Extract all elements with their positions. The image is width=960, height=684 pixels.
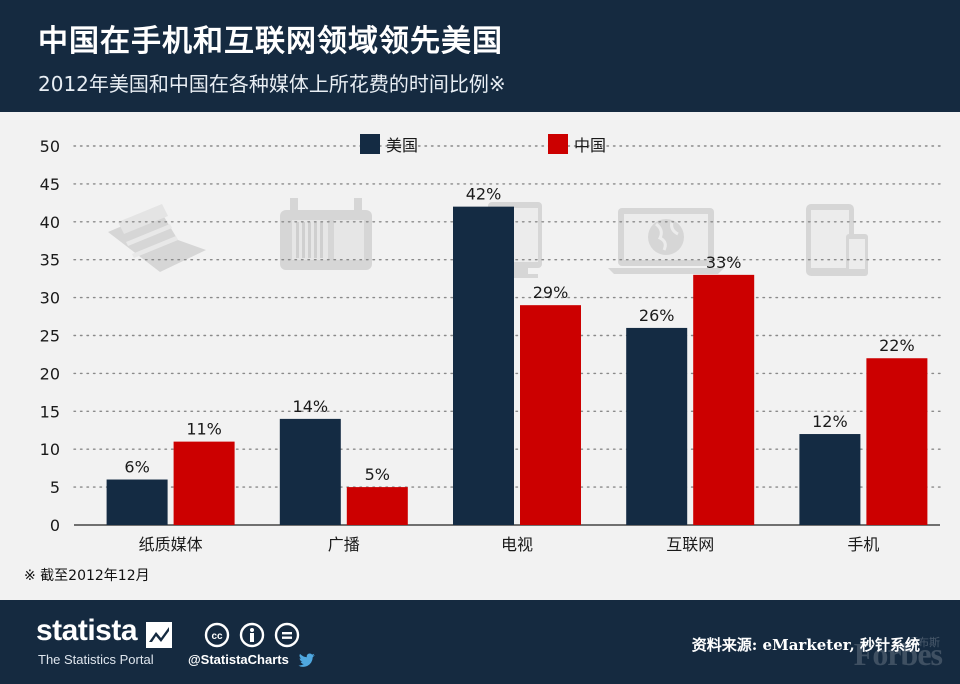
attribution-icon[interactable] [239,622,265,648]
data-label: 6% [124,458,149,477]
legend-label: 美国 [386,136,418,155]
forbes-watermark-cn: 福布斯 [907,636,940,649]
bar-china [173,441,235,525]
legend-swatch [360,134,380,154]
y-tick-label: 10 [40,440,60,459]
bar-china [346,487,408,525]
twitter-handle[interactable]: @StatistaCharts [188,652,289,667]
bar-usa [453,206,514,525]
cc-icon[interactable]: cc [204,622,230,648]
data-label: 42% [466,185,502,204]
y-tick-label: 25 [40,327,60,346]
svg-text:cc: cc [211,631,223,642]
data-label: 26% [639,306,675,325]
statista-tagline: The Statistics Portal [38,652,154,667]
y-tick-label: 0 [50,516,60,535]
y-tick-label: 5 [50,478,60,497]
license-icons: cc [204,622,304,648]
y-tick-label: 35 [40,251,60,270]
x-tick-label: 广播 [328,535,360,554]
data-label: 12% [812,412,848,431]
data-label: 14% [293,397,329,416]
twitter-icon[interactable] [298,653,316,667]
x-tick-label: 互联网 [666,535,714,554]
data-label: 5% [365,465,390,484]
newspaper-icon [108,204,206,272]
bar-usa [799,434,861,525]
y-tick-label: 50 [40,137,60,156]
chart-subtitle: 2012年美国和中国在各种媒体上所花费的时间比例※ [38,72,506,96]
data-label: 33% [706,253,742,272]
x-tick-label: 纸质媒体 [139,535,203,554]
data-label: 29% [533,283,569,302]
data-label: 11% [186,420,222,439]
legend-swatch [548,134,568,154]
x-axis: 纸质媒体 广播 电视 互联网 手机 [139,535,880,554]
y-tick-label: 40 [40,213,60,232]
x-tick-label: 电视 [501,535,533,554]
bars: 6% 11% 14% 5% 42% 29% 26% 33% 12% 22% [106,185,928,525]
header: 中国在手机和互联网领域领先美国 2012年美国和中国在各种媒体上所花费的时间比例… [0,0,960,112]
no-derivatives-icon[interactable] [274,622,300,648]
data-label: 22% [879,336,915,355]
footnote: ※ 截至2012年12月 [24,568,150,584]
bar-usa [626,327,688,525]
bar-china [693,274,755,525]
legend-label: 中国 [574,136,606,155]
tablet-phone-icon [806,204,868,276]
statista-mark-icon [146,622,172,648]
footer: statista The Statistics Portal cc @Stati… [0,600,960,684]
y-tick-label: 15 [40,402,60,421]
bar-usa [279,418,341,525]
bar-usa [106,479,168,525]
radio-icon [280,198,372,270]
y-tick-label: 20 [40,364,60,383]
source-note: 资料来源: eMarketer, 秒针系统 [691,636,920,654]
x-tick-label: 手机 [847,535,879,554]
laptop-globe-icon [608,208,724,274]
y-tick-label: 30 [40,289,60,308]
statista-logo[interactable]: statista [36,614,138,647]
bar-china [866,358,928,525]
chart-title: 中国在手机和互联网领域领先美国 [38,24,503,59]
y-tick-label: 45 [40,175,60,194]
chart-area: 0 5 10 15 20 25 30 35 40 45 50 6% 11% 14% 5% 42% 29% 26%… [0,112,960,600]
bar-china [520,305,581,525]
bar-chart: 0 5 10 15 20 25 30 35 40 45 50 6% 11% 14% 5% 42% 29% 26%… [40,134,941,554]
forbes-watermark: Forbes [853,636,943,672]
legend: 美国 中国 [360,134,606,155]
